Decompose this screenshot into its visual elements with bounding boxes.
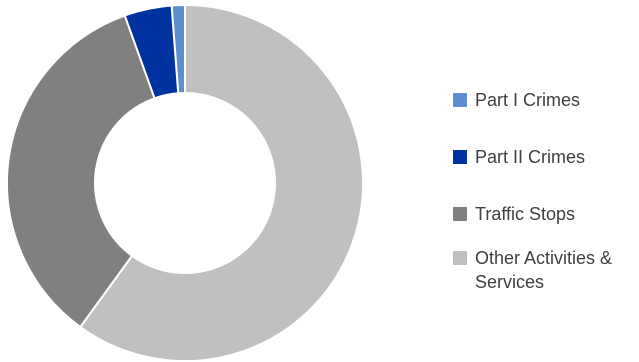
slice-traffic-stops xyxy=(6,14,156,329)
legend-label-other-activities-services: Other Activities & Services xyxy=(475,248,613,292)
donut-plot xyxy=(6,3,364,362)
legend-swatch-other-activities-services xyxy=(453,251,467,265)
legend-swatch-part-i-crimes xyxy=(453,93,467,107)
legend-label-part-i-crimes: Part I Crimes xyxy=(475,90,581,110)
legend-item-traffic-stops: Traffic Stops xyxy=(453,202,635,226)
legend-label-traffic-stops: Traffic Stops xyxy=(475,204,576,224)
legend-item-other-activities-services: Other Activities & Services xyxy=(453,246,635,294)
legend-swatch-traffic-stops xyxy=(453,207,467,221)
legend-item-part-ii-crimes: Part II Crimes xyxy=(453,145,635,169)
slice-other-activities-services xyxy=(78,3,364,362)
legend-label-part-ii-crimes: Part II Crimes xyxy=(475,147,586,167)
legend-item-part-i-crimes: Part I Crimes xyxy=(453,88,635,112)
legend-swatch-part-ii-crimes xyxy=(453,150,467,164)
